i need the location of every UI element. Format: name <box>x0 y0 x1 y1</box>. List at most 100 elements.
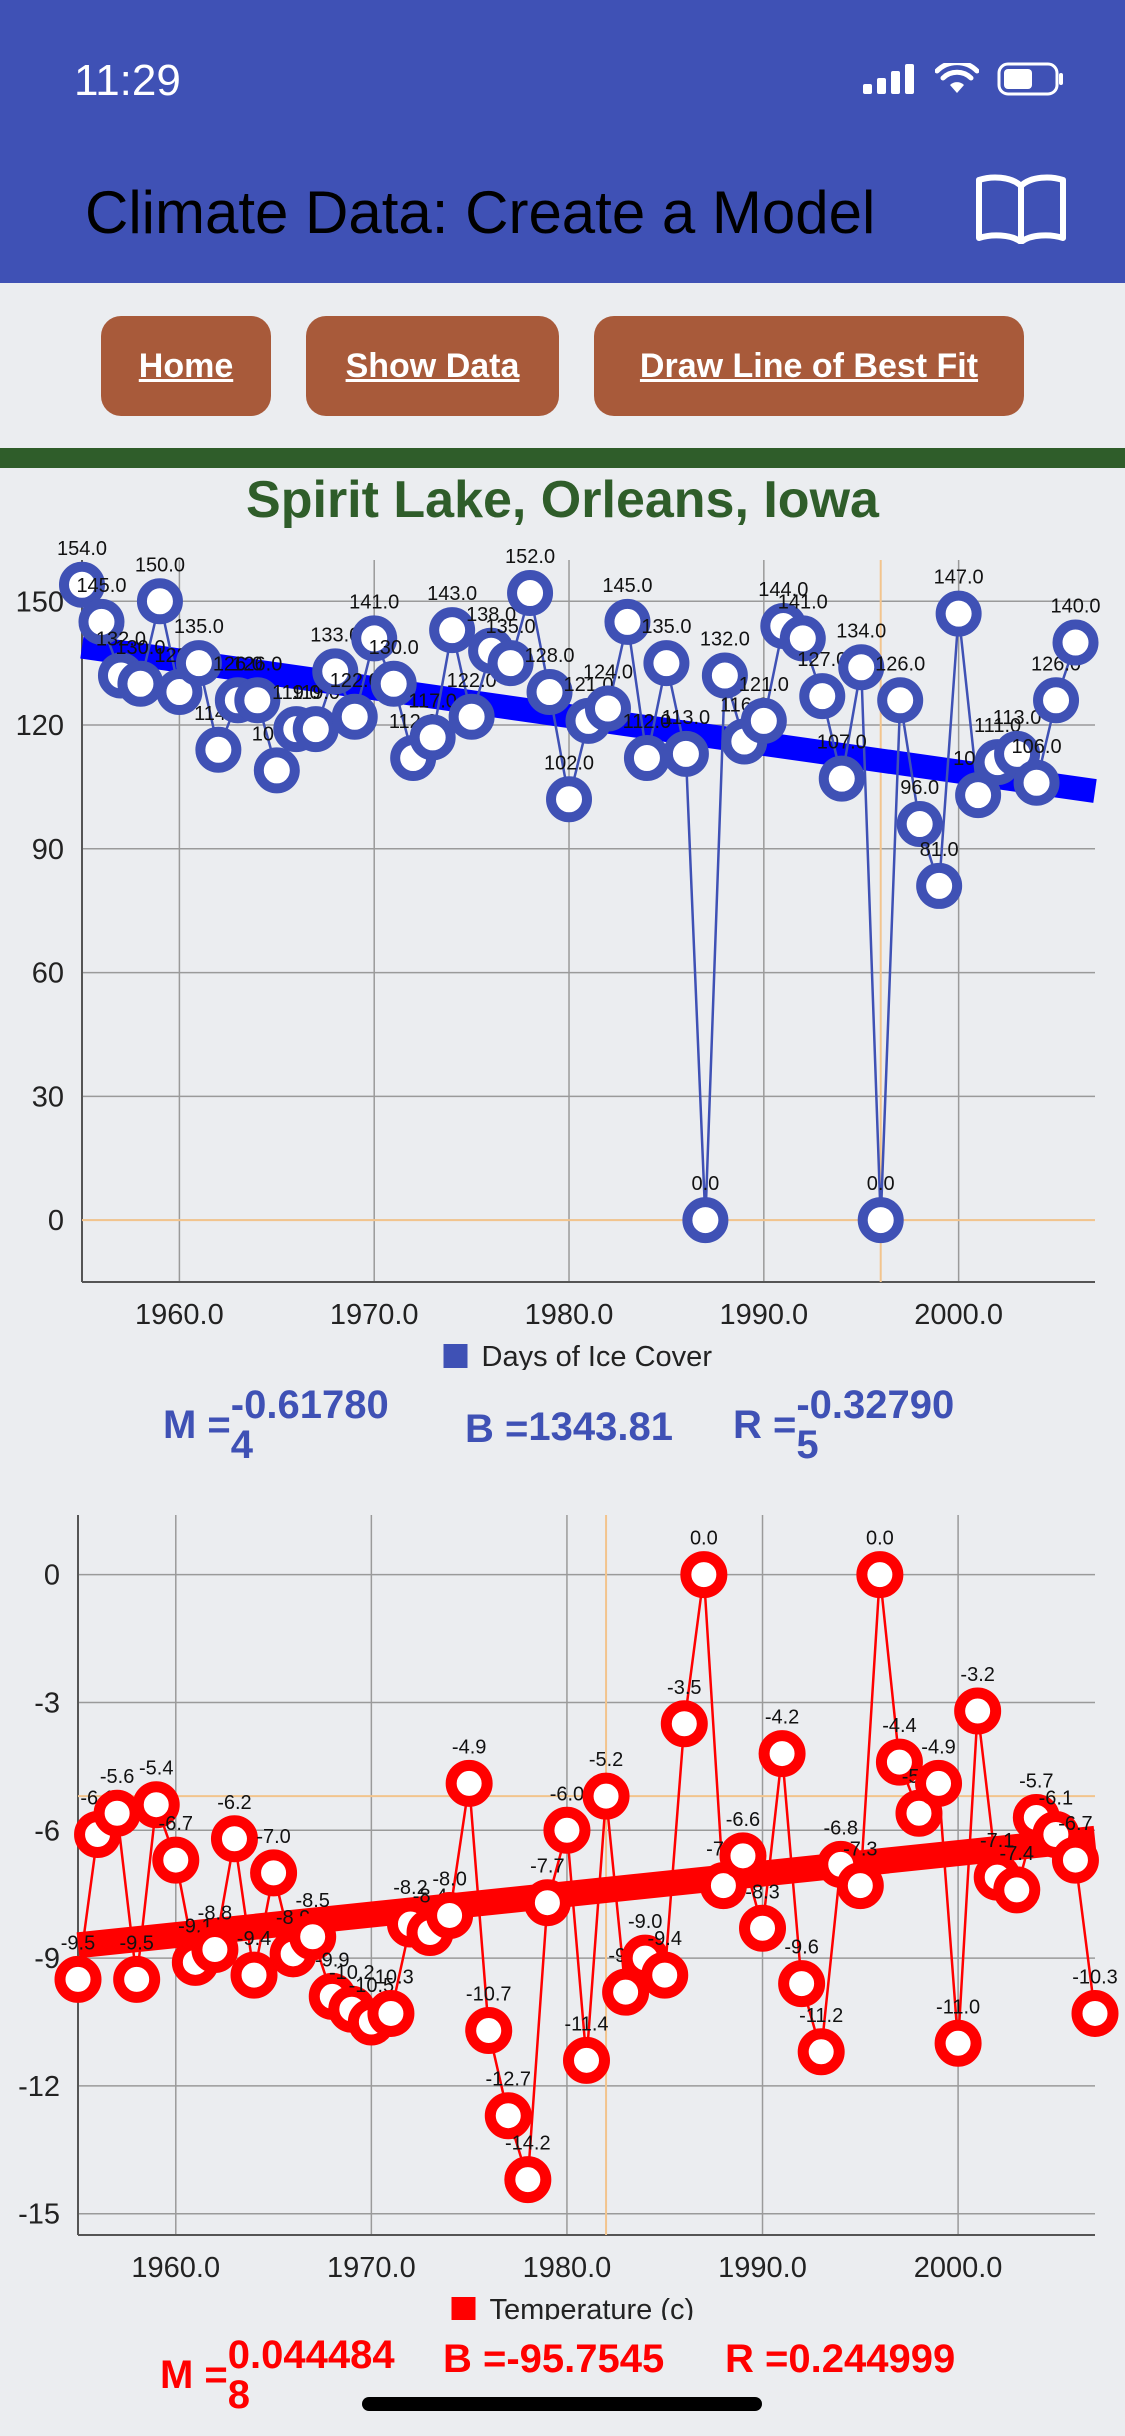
data-point <box>445 1759 493 1807</box>
data-point <box>955 772 1002 819</box>
data-point <box>660 1700 708 1748</box>
data-point <box>915 1759 963 1807</box>
data-point <box>54 1955 102 2003</box>
wifi-icon <box>935 63 979 93</box>
x-tick-label: 1970.0 <box>327 2252 416 2284</box>
data-label: 128.0 <box>525 645 575 667</box>
data-point <box>739 1904 787 1952</box>
y-tick-label: -3 <box>34 1687 60 1719</box>
data-label: -5.4 <box>139 1758 173 1780</box>
section-divider <box>0 448 1125 468</box>
data-label: 0.0 <box>867 1173 895 1195</box>
data-point <box>152 1836 200 1884</box>
data-point <box>680 1551 728 1599</box>
data-label: -4.4 <box>882 1715 916 1737</box>
data-label: 96.0 <box>900 777 939 799</box>
legend-swatch <box>443 1344 468 1368</box>
battery-icon <box>997 62 1063 96</box>
temperature-chart: 1960.0 1970.0 1980.0 1990.0 2000.0 0 -3 -6 -9 -12… <box>18 1515 1119 2320</box>
y-tick-label: -12 <box>18 2071 60 2103</box>
data-label: 141.0 <box>349 591 399 613</box>
data-label: -7.3 <box>843 1839 877 1861</box>
x-tick-label: 1960.0 <box>135 1299 224 1331</box>
data-label: -9.0 <box>628 1911 662 1933</box>
data-point <box>799 673 846 720</box>
x-tick-label: 2000.0 <box>914 1299 1003 1331</box>
data-label: 106.0 <box>1012 736 1062 758</box>
data-point <box>136 578 183 625</box>
temp-r-label: R = <box>725 2336 789 2381</box>
data-label: 111.0 <box>974 715 1021 737</box>
y-tick-label: 60 <box>32 958 64 990</box>
data-label: -11.2 <box>799 2005 843 2027</box>
data-label: 133.0 <box>310 624 360 646</box>
data-label: 132.0 <box>700 629 750 651</box>
data-label: 107.0 <box>817 732 867 754</box>
data-label: 124.0 <box>583 662 633 684</box>
data-label: -8.5 <box>295 1890 329 1912</box>
data-point <box>797 2028 845 2076</box>
data-label: -8.8 <box>198 1903 232 1925</box>
data-label: 126.0 <box>875 653 925 675</box>
data-label: -11.0 <box>936 1996 980 2018</box>
status-icons <box>863 62 1065 96</box>
data-point <box>484 2092 532 2140</box>
draw-best-fit-button[interactable]: Draw Line of Best Fit <box>594 316 1024 416</box>
data-point <box>507 570 554 617</box>
data-label: 140.0 <box>1050 596 1100 618</box>
data-label: -9.4 <box>237 1928 271 1950</box>
data-label: -7.7 <box>530 1856 564 1878</box>
data-point <box>934 2019 982 2067</box>
data-point <box>526 669 573 716</box>
home-button[interactable]: Home <box>101 316 271 416</box>
data-label: 121.0 <box>739 674 789 696</box>
data-point <box>289 1913 337 1961</box>
data-label: 135.0 <box>641 616 691 638</box>
nav-bar: Home Show Data Draw Line of Best Fit <box>0 283 1125 448</box>
data-point <box>253 747 300 794</box>
temp-m-label: M = <box>160 2352 228 2397</box>
data-label: -9.4 <box>647 1928 681 1950</box>
data-point <box>191 1926 239 1974</box>
data-point <box>662 730 709 777</box>
data-label: 117.0 <box>408 690 457 712</box>
y-tick-label: -15 <box>18 2199 60 2231</box>
data-label: -9.6 <box>784 1937 818 1959</box>
data-point <box>935 590 982 637</box>
data-point <box>916 862 963 909</box>
data-point <box>701 652 748 699</box>
ice-b-label: B = <box>465 1406 529 1451</box>
data-label: -11.4 <box>564 2013 608 2035</box>
data-label: -7.1 <box>980 1830 1014 1852</box>
data-point <box>563 2036 610 2084</box>
data-label: 141.0 <box>778 591 828 613</box>
data-point <box>856 1551 904 1599</box>
app-header: 11:29 Climate Data: Create a Model <box>0 0 1125 283</box>
data-point <box>778 1960 826 2008</box>
data-point <box>1013 759 1060 806</box>
show-data-button[interactable]: Show Data <box>306 316 559 416</box>
ice-b-value: 1343.81 <box>528 1405 673 1449</box>
data-label: -3.2 <box>960 1664 994 1686</box>
data-point <box>836 1862 884 1910</box>
data-point <box>312 648 359 695</box>
data-point <box>602 1968 650 2016</box>
data-point <box>487 640 534 687</box>
data-label: -5.7 <box>1019 1770 1053 1792</box>
book-icon[interactable] <box>975 172 1067 244</box>
data-label: 0.0 <box>691 1173 719 1195</box>
data-point <box>429 607 476 654</box>
data-label: -6.8 <box>824 1817 858 1839</box>
data-label: -5.6 <box>100 1766 134 1788</box>
data-point <box>682 1197 729 1244</box>
data-point <box>641 1951 689 1999</box>
data-point <box>1051 1836 1099 1884</box>
data-point <box>1071 1989 1119 2037</box>
data-label: -10.3 <box>1072 1966 1118 1988</box>
data-point <box>954 1687 1002 1735</box>
data-point <box>78 598 125 645</box>
data-label: 130.0 <box>115 637 165 659</box>
data-label: -8.2 <box>393 1877 427 1899</box>
data-point <box>546 776 593 823</box>
data-point <box>1033 677 1080 724</box>
